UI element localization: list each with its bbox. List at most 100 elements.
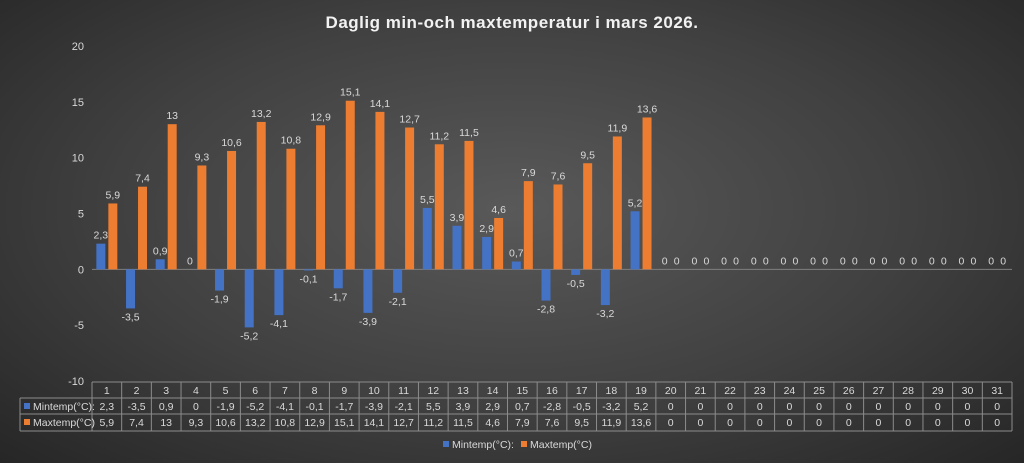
table-cell: -3,2 [602, 401, 620, 413]
x-category-label: 7 [282, 385, 288, 397]
x-category-label: 25 [813, 385, 825, 397]
x-category-label: 22 [724, 385, 736, 397]
table-cell: 14,1 [364, 417, 385, 429]
series-name: Mintemp(°C): [33, 401, 95, 413]
table-cell: 0 [846, 417, 852, 429]
y-tick-label: -5 [74, 320, 84, 332]
min-data-label: -2,1 [389, 296, 407, 308]
x-category-label: 17 [576, 385, 588, 397]
min-data-label: 0 [929, 255, 935, 267]
max-temp-bar [256, 121, 266, 270]
table-cell: 5,2 [634, 401, 649, 413]
y-tick-label: 20 [72, 41, 84, 53]
x-category-label: 9 [341, 385, 347, 397]
table-cell: 0 [668, 417, 674, 429]
max-temp-bar [612, 136, 622, 270]
table-cell: 0 [876, 417, 882, 429]
x-category-label: 19 [635, 385, 647, 397]
max-data-label: 11,5 [459, 127, 479, 139]
table-cell: -2,8 [543, 401, 561, 413]
table-cell: 5,5 [426, 401, 441, 413]
min-data-label: 2,3 [94, 230, 109, 242]
max-data-label: 0 [882, 255, 888, 267]
min-temp-bar [333, 269, 343, 289]
min-temp-bar [630, 211, 640, 270]
max-data-label: 13,6 [637, 103, 658, 115]
table-cell: 3,9 [456, 401, 471, 413]
max-temp-bar [494, 217, 504, 270]
min-data-label: -4,1 [270, 318, 288, 330]
x-category-label: 5 [223, 385, 229, 397]
x-category-label: 23 [754, 385, 766, 397]
table-cell: 0 [846, 401, 852, 413]
y-tick-label: 5 [78, 209, 84, 221]
table-cell: 9,3 [189, 417, 204, 429]
table-cell: 11,2 [423, 417, 443, 429]
x-category-label: 12 [427, 385, 439, 397]
min-temp-bar [126, 269, 136, 309]
series-name: Maxtemp(°C) [33, 417, 95, 429]
x-category-label: 30 [962, 385, 974, 397]
max-data-label: 0 [852, 255, 858, 267]
min-data-label: -2,8 [537, 304, 555, 316]
max-data-label: 0 [941, 255, 947, 267]
table-cell: 10,6 [215, 417, 236, 429]
min-temp-bar [215, 269, 225, 291]
table-cell: 0,7 [515, 401, 530, 413]
x-category-label: 4 [193, 385, 199, 397]
table-cell: 0 [757, 401, 763, 413]
min-temp-bar [393, 269, 403, 293]
table-cell: 0 [994, 401, 1000, 413]
max-temp-bar [434, 144, 444, 270]
min-temp-bar [600, 269, 610, 306]
min-data-label: 5,2 [628, 197, 643, 209]
max-temp-bar [138, 186, 148, 270]
min-data-label: 0 [988, 255, 994, 267]
min-temp-bar [571, 269, 581, 275]
min-data-label: 3,9 [450, 212, 465, 224]
max-data-label: 14,1 [370, 98, 391, 110]
table-cell: 0,9 [159, 401, 174, 413]
table-cell: -2,1 [395, 401, 413, 413]
max-data-label: 4,6 [491, 204, 506, 216]
max-data-label: 0 [733, 255, 739, 267]
max-data-label: 11,2 [429, 130, 449, 142]
table-cell: 13,2 [245, 417, 266, 429]
table-cell: 0 [697, 401, 703, 413]
legend-marker [521, 441, 527, 447]
min-data-label: 0,7 [509, 248, 524, 260]
table-cell: 2,3 [100, 401, 115, 413]
max-data-label: 13,2 [251, 108, 272, 120]
max-temp-bar [197, 165, 207, 270]
max-data-label: 0 [792, 255, 798, 267]
table-cell: 0 [905, 417, 911, 429]
max-data-label: 0 [703, 255, 709, 267]
chart-title: Daglig min-och maxtemperatur i mars 2026… [326, 13, 699, 32]
table-cell: 7,4 [129, 417, 144, 429]
legend-key [24, 419, 30, 425]
min-temp-bar [363, 269, 373, 313]
max-data-label: 9,3 [195, 151, 210, 163]
table-cell: 0 [668, 401, 674, 413]
x-category-label: 21 [695, 385, 707, 397]
max-temp-bar [553, 184, 563, 270]
table-cell: 0 [994, 417, 1000, 429]
table-cell: 15,1 [334, 417, 355, 429]
table-cell: 0 [905, 401, 911, 413]
x-category-label: 14 [487, 385, 499, 397]
table-cell: 0 [935, 417, 941, 429]
max-data-label: 9,5 [580, 149, 595, 161]
legend-label: Mintemp(°C): [452, 439, 514, 451]
min-data-label: 0 [959, 255, 965, 267]
table-cell: 0 [935, 401, 941, 413]
table-cell: 2,9 [485, 401, 500, 413]
x-category-label: 13 [457, 385, 469, 397]
max-data-label: 0 [763, 255, 769, 267]
min-temp-bar [541, 269, 551, 301]
table-cell: 0 [965, 417, 971, 429]
y-tick-label: -10 [68, 376, 84, 388]
max-temp-bar [316, 125, 326, 270]
legend-label: Maxtemp(°C) [530, 439, 592, 451]
min-temp-bar [274, 269, 284, 316]
